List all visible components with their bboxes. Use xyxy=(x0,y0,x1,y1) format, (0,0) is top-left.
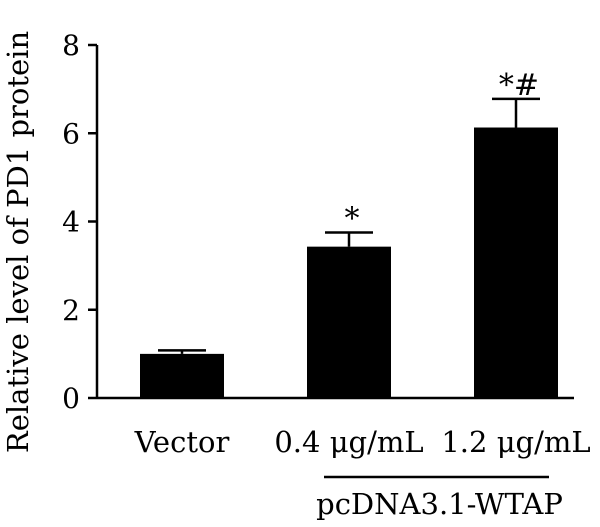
y-axis-label: Relative level of PD1 protein xyxy=(1,31,35,453)
bar xyxy=(140,353,224,398)
bars: * *# xyxy=(140,68,558,399)
significance-marker: * xyxy=(345,202,360,237)
x-tick-label: 1.2 μg/mL xyxy=(441,425,590,459)
significance-marker: *# xyxy=(499,68,539,103)
group-bracket: pcDNA3.1-WTAP xyxy=(316,475,563,521)
group-label: pcDNA3.1-WTAP xyxy=(316,487,563,521)
y-tick-label: 8 xyxy=(62,29,80,62)
x-tick-label: Vector xyxy=(134,425,230,459)
bar xyxy=(474,127,558,399)
x-tick-labels: Vector 0.4 μg/mL 1.2 μg/mL xyxy=(134,425,591,459)
x-tick-label: 0.4 μg/mL xyxy=(274,425,423,459)
y-tick-label: 2 xyxy=(62,294,80,327)
y-tick-label: 6 xyxy=(62,117,80,150)
bar xyxy=(307,246,391,398)
y-tick-label: 4 xyxy=(62,206,80,239)
y-tick-label: 0 xyxy=(62,382,80,415)
